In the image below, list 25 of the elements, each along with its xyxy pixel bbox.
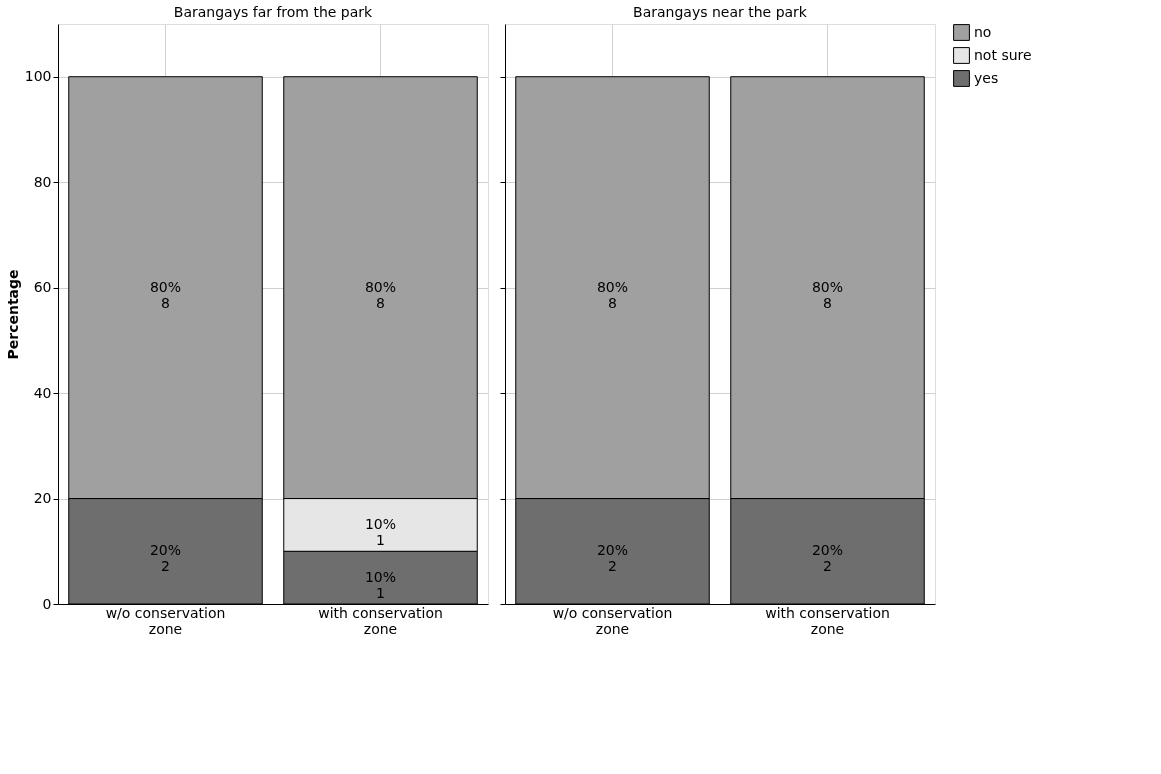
x-tick-label: with conservation zone xyxy=(765,604,890,637)
x-tick-label: with conservation zone xyxy=(318,604,443,637)
chart-title: Barangays near the park xyxy=(633,4,808,20)
data-label: 80% 8 xyxy=(364,278,397,311)
data-label: 80% 8 xyxy=(149,278,182,311)
data-label: 20% 2 xyxy=(811,542,844,575)
y-tick-label: 80 xyxy=(33,173,52,190)
y-tick-label: 20 xyxy=(33,490,52,507)
y-tick-label: 100 xyxy=(24,68,52,85)
legend-label: no xyxy=(974,23,992,40)
chart-title: Barangays far from the park xyxy=(173,4,374,20)
y-tick-label: 0 xyxy=(42,595,52,612)
data-label: 10% 1 xyxy=(364,515,397,548)
legend-label: yes xyxy=(974,69,999,86)
data-label: 80% 8 xyxy=(596,278,629,311)
data-label: 80% 8 xyxy=(811,278,844,311)
legend-label: not sure xyxy=(974,46,1032,63)
y-tick-label: 60 xyxy=(33,279,52,296)
y-axis-title: Percentage xyxy=(4,269,21,360)
data-label: 20% 2 xyxy=(149,542,182,575)
data-label: 10% 1 xyxy=(364,568,397,601)
x-tick-label: w/o conservation zone xyxy=(105,604,226,637)
x-tick-label: w/o conservation zone xyxy=(552,604,673,637)
y-tick-label: 40 xyxy=(33,384,52,401)
data-label: 20% 2 xyxy=(596,542,629,575)
